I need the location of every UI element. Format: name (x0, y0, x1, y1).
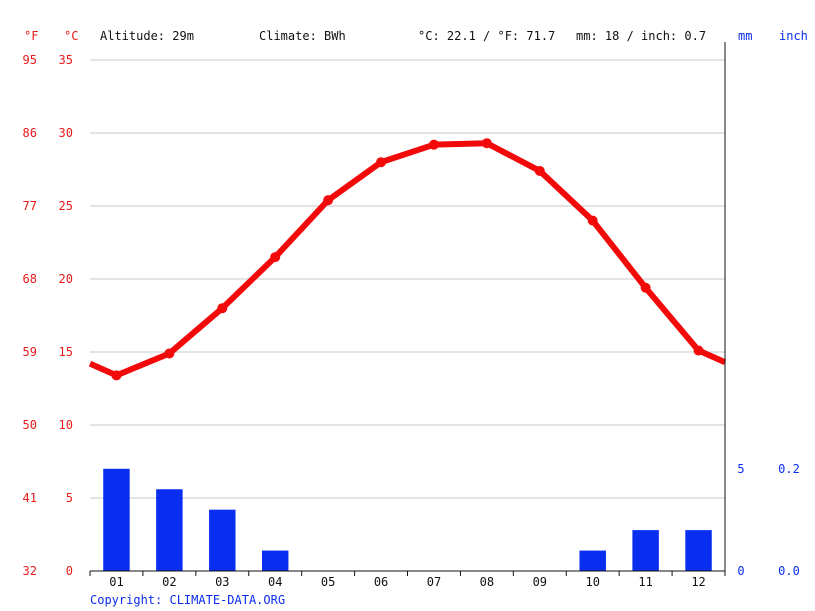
temperature-point (323, 195, 334, 206)
month-tick-label: 10 (585, 575, 599, 589)
temperature-average-label: °C: 22.1 / °F: 71.7 (418, 29, 555, 43)
celsius-tick-label: 0 (66, 564, 73, 578)
fahrenheit-tick-label: 59 (23, 345, 37, 359)
temperature-point (534, 165, 545, 176)
gridlines (90, 59, 725, 499)
temperature-point (217, 303, 228, 314)
month-tick-label: 05 (321, 575, 335, 589)
fahrenheit-tick-label: 32 (23, 564, 37, 578)
month-tick-label: 03 (215, 575, 229, 589)
unit-celsius-label: °C (64, 29, 78, 43)
precipitation-total-label: mm: 18 / inch: 0.7 (576, 29, 706, 43)
unit-inch-label: inch (779, 29, 808, 43)
fahrenheit-tick-label: 86 (23, 126, 37, 140)
month-tick-label: 06 (374, 575, 388, 589)
temperature-point (164, 348, 175, 359)
month-tick-label: 02 (162, 575, 176, 589)
fahrenheit-tick-label: 77 (23, 199, 37, 213)
temperature-point (428, 139, 439, 150)
precipitation-bar (209, 509, 236, 571)
temperature-point (111, 370, 122, 381)
inch-tick-label: 0.0 (778, 564, 800, 578)
celsius-tick-label: 15 (59, 345, 73, 359)
inch-tick-label: 0.2 (778, 462, 800, 476)
altitude-label: Altitude: 29m (100, 29, 194, 43)
temperature-line-path (88, 140, 727, 379)
fahrenheit-tick-label: 95 (23, 53, 37, 67)
climate-label: Climate: BWh (259, 29, 346, 43)
temperature-point (481, 138, 492, 149)
temperature-point (693, 345, 704, 356)
month-tick-label: 04 (268, 575, 282, 589)
unit-mm-label: mm (738, 29, 752, 43)
precipitation-bars (103, 468, 712, 571)
celsius-tick-label: 35 (59, 53, 73, 67)
month-tick-label: 09 (533, 575, 547, 589)
fahrenheit-tick-label: 41 (23, 491, 37, 505)
month-tick-label: 01 (109, 575, 123, 589)
mm-tick-label: 5 (737, 462, 744, 476)
celsius-tick-label: 5 (66, 491, 73, 505)
mm-tick-label: 0 (737, 564, 744, 578)
month-tick-label: 12 (691, 575, 705, 589)
celsius-tick-label: 30 (59, 126, 73, 140)
celsius-tick-label: 25 (59, 199, 73, 213)
precipitation-bar (579, 550, 606, 571)
precipitation-bar (103, 468, 130, 571)
month-tick-label: 07 (427, 575, 441, 589)
temperature-line (88, 138, 727, 381)
temperature-axis: 0 32 5 41 10 50 15 59 20 68 25 77 30 86 35 95 (23, 53, 73, 578)
fahrenheit-tick-label: 68 (23, 272, 37, 286)
temperature-point (376, 157, 387, 168)
celsius-tick-label: 10 (59, 418, 73, 432)
temperature-point (587, 215, 598, 226)
month-tick-label: 11 (638, 575, 652, 589)
copyright-label: Copyright: CLIMATE-DATA.ORG (90, 593, 285, 607)
fahrenheit-tick-label: 50 (23, 418, 37, 432)
unit-fahrenheit-label: °F (24, 29, 38, 43)
temperature-point (640, 282, 651, 293)
x-axis: 01 02 03 04 05 06 07 08 09 10 11 12 (89, 42, 726, 589)
precipitation-bar (632, 530, 659, 571)
celsius-tick-label: 20 (59, 272, 73, 286)
precipitation-axis: 0 0.0 5 0.2 (737, 462, 799, 578)
precipitation-bar (156, 489, 183, 571)
month-tick-label: 08 (480, 575, 494, 589)
precipitation-bar (685, 530, 712, 571)
precipitation-bar (261, 550, 289, 571)
temperature-point (270, 252, 281, 263)
